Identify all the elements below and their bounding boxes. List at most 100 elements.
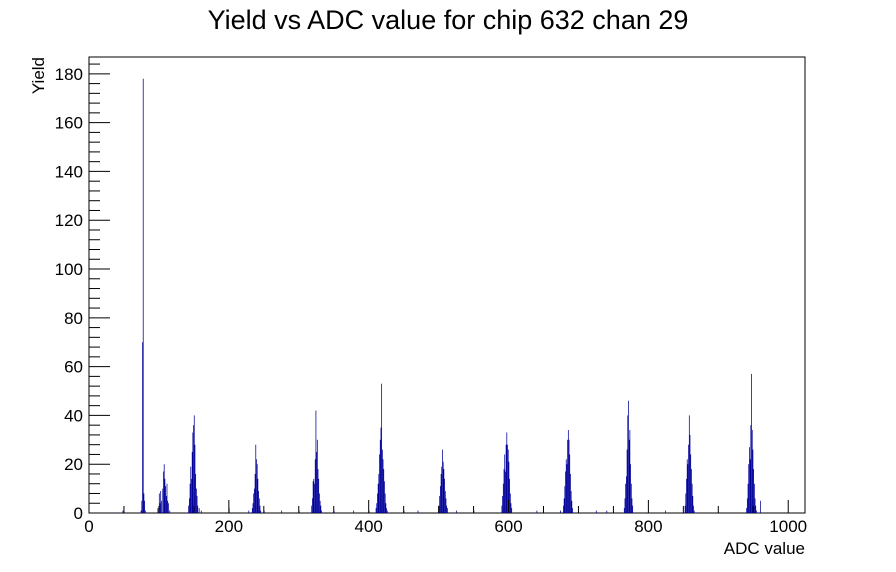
histogram-bin [318,478,320,513]
histogram-bin [382,459,384,513]
histogram-bin [626,449,628,513]
y-tick-label: 0 [74,504,83,523]
x-tick-label: 1000 [769,517,807,536]
histogram-bin [440,473,442,513]
histogram-bin [163,464,165,513]
histogram-bin [440,486,441,513]
histogram-bin [505,471,506,513]
histogram-bin [384,493,386,513]
histogram-bin [632,505,634,513]
histogram-bin [502,483,504,513]
histogram-bin [505,444,507,513]
histogram-bin [687,464,689,513]
histogram-bin [442,449,443,513]
histogram-bin [379,439,381,513]
histogram-bin [142,78,144,514]
histogram-bin [258,498,260,513]
histogram-bin [560,510,562,513]
histogram-bin [314,459,316,513]
y-tick-label: 120 [55,211,83,230]
histogram-bin [197,505,199,513]
histogram-bin [162,488,164,513]
histogram-bin [509,478,510,513]
histogram-bin [281,510,283,513]
histogram-bin [386,510,388,513]
histogram-bin [749,459,751,513]
histogram-bin [751,430,753,513]
histogram-bin [693,510,695,513]
histogram-bin [258,491,259,513]
histogram-bin [255,444,257,513]
x-axis-ticks: 0 200 400 600 800 1000 [84,500,807,536]
y-tick-label: 60 [64,358,83,377]
histogram-bin [381,449,383,513]
histogram-bin [628,400,629,513]
histogram-bin [378,473,380,513]
histogram-bin [747,483,749,513]
histogram-bin [144,510,146,513]
histogram-bin [253,493,255,513]
histogram-bin [188,498,190,513]
histogram-bin [319,493,320,513]
histogram-bin [749,447,750,513]
histogram-bin [141,500,143,513]
histogram-bin [163,471,164,513]
histogram-bin [319,500,321,513]
histogram-bin [569,454,571,513]
histogram-bin [379,454,380,513]
histogram-bin [630,483,632,513]
histogram-bin [624,498,626,513]
histogram-bin [200,510,202,513]
histogram-bin [159,503,161,513]
histogram-bin [376,503,378,513]
x-tick-label: 600 [494,517,522,536]
histogram-bin [565,471,566,513]
histogram-bin [688,415,690,513]
histogram-bin [385,503,387,513]
histogram-bin [313,478,315,513]
histogram-bin [565,459,567,513]
histogram-bin [571,500,573,513]
x-tick-label: 800 [634,517,662,536]
histogram-bin [254,488,255,513]
chart-title: Yield vs ADC value for chip 632 chan 29 [208,5,689,35]
histogram-bin [606,510,608,513]
histogram-bin [623,508,625,513]
histogram-bin [746,498,748,513]
histogram-bin [194,444,196,513]
histogram-bin [746,508,748,513]
histogram-bin [563,505,564,513]
y-axis-label: Yield [29,57,48,94]
y-tick-label: 100 [55,260,83,279]
histogram-bin [688,444,689,513]
histogram-bin [122,510,124,513]
histogram-bin [511,508,513,513]
histogram-bin [691,469,692,513]
histogram-bin [381,383,383,513]
histogram-bin [756,510,757,513]
histogram-bin [386,508,387,513]
histogram-bin [564,486,566,513]
histogram-bin [439,495,441,513]
histogram-bin [251,508,253,513]
histogram-bin [627,415,629,513]
histogram-bin [191,452,193,513]
histogram-bin [260,510,262,513]
histogram-bin [380,427,382,513]
x-tick-label: 0 [84,517,93,536]
histogram-bin [256,459,257,513]
histogram-bin [446,505,448,513]
histogram-bin [563,498,565,513]
histogram-bin [192,432,194,513]
y-tick-label: 20 [64,455,83,474]
histogram-bin [314,483,315,513]
histogram-bin [312,481,314,513]
histogram-bin [442,461,444,513]
histogram-bin [510,503,512,513]
y-tick-label: 140 [55,162,83,181]
y-axis-ticks: 0 20 40 60 80 100 120 140 160 180 [55,63,110,523]
histogram-bin [252,503,254,513]
histogram-bin [198,508,200,513]
histogram-bin [570,491,572,513]
